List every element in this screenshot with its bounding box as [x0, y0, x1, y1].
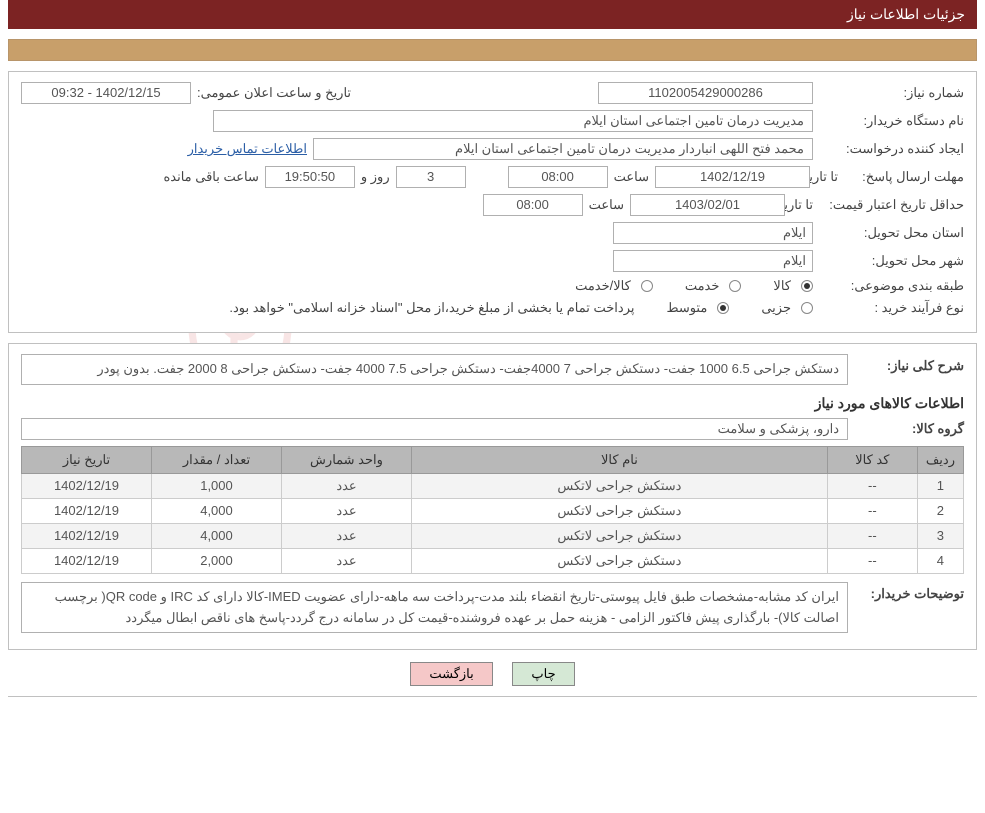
deadline-hour: 08:00	[508, 166, 608, 188]
cell-date: 1402/12/19	[22, 498, 152, 523]
info-panel: شماره نیاز: 1102005429000286 تاریخ و ساع…	[8, 71, 977, 333]
contact-link[interactable]: اطلاعات تماس خریدار	[188, 141, 307, 157]
radio-medium[interactable]	[717, 302, 729, 314]
requester-value: محمد فتح اللهی انباردار مدیریت درمان تام…	[313, 138, 813, 160]
cell-code: --	[827, 498, 917, 523]
radio-both[interactable]	[641, 280, 653, 292]
cell-qty: 4,000	[152, 498, 282, 523]
cell-unit: عدد	[282, 523, 412, 548]
until-date-label-1: تا تاریخ:	[816, 169, 838, 185]
category-label: طبقه بندی موضوعی:	[819, 278, 964, 294]
radio-small[interactable]	[801, 302, 813, 314]
city-value: ایلام	[613, 250, 813, 272]
tan-divider	[8, 39, 977, 61]
cat-service: خدمت	[685, 278, 720, 294]
col-date: تاریخ نیاز	[22, 446, 152, 473]
col-code: کد کالا	[827, 446, 917, 473]
cell-qty: 1,000	[152, 473, 282, 498]
time-left-suffix: ساعت باقی مانده	[163, 169, 258, 185]
hour-label-1: ساعت	[614, 169, 649, 185]
announce-label: تاریخ و ساعت اعلان عمومی:	[197, 85, 351, 101]
print-button[interactable]: چاپ	[512, 662, 574, 686]
cell-name: دستکش جراحی لاتکس	[412, 473, 828, 498]
day-unit: روز و	[361, 169, 390, 185]
cell-name: دستکش جراحی لاتکس	[412, 548, 828, 573]
pt-medium: متوسط	[666, 300, 707, 316]
announce-value: 1402/12/15 - 09:32	[21, 82, 191, 104]
city-label: شهر محل تحویل:	[819, 253, 964, 269]
col-unit: واحد شمارش	[282, 446, 412, 473]
col-qty: تعداد / مقدار	[152, 446, 282, 473]
col-row: ردیف	[917, 446, 963, 473]
table-row: 1--دستکش جراحی لاتکسعدد1,0001402/12/19	[22, 473, 964, 498]
cell-qty: 2,000	[152, 548, 282, 573]
detail-panel: شرح کلی نیاز: دستکش جراحی 6.5 1000 جفت- …	[8, 343, 977, 650]
col-name: نام کالا	[412, 446, 828, 473]
items-section-title: اطلاعات کالاهای مورد نیاز	[21, 395, 964, 412]
cell-n: 2	[917, 498, 963, 523]
until-date-label-2: تا تاریخ:	[791, 197, 813, 213]
group-label: گروه کالا:	[854, 421, 964, 437]
table-row: 3--دستکش جراحی لاتکسعدد4,0001402/12/19	[22, 523, 964, 548]
time-left: 19:50:50	[265, 166, 355, 188]
page-title-bar: جزئیات اطلاعات نیاز	[8, 0, 977, 29]
overview-text: دستکش جراحی 6.5 1000 جفت- دستکش جراحی 7 …	[21, 354, 848, 385]
hour-label-2: ساعت	[589, 197, 624, 213]
purchase-type-label: نوع فرآیند خرید :	[819, 300, 964, 316]
min-validity-label: حداقل تاریخ اعتبار قیمت:	[819, 197, 964, 213]
province-label: استان محل تحویل:	[819, 225, 964, 241]
pt-small: جزیی	[761, 300, 791, 316]
cell-name: دستکش جراحی لاتکس	[412, 498, 828, 523]
items-table: ردیف کد کالا نام کالا واحد شمارش تعداد /…	[21, 446, 964, 574]
cell-date: 1402/12/19	[22, 548, 152, 573]
cat-goods: کالا	[773, 278, 791, 294]
pt-note: پرداخت تمام یا بخشی از مبلغ خرید،از محل …	[229, 300, 634, 316]
cell-date: 1402/12/19	[22, 473, 152, 498]
deadline-date: 1402/12/19	[655, 166, 810, 188]
deadline-label: مهلت ارسال پاسخ:	[844, 169, 964, 185]
footer-divider	[8, 696, 977, 697]
cell-code: --	[827, 548, 917, 573]
min-validity-hour: 08:00	[483, 194, 583, 216]
table-row: 4--دستکش جراحی لاتکسعدد2,0001402/12/19	[22, 548, 964, 573]
radio-goods[interactable]	[801, 280, 813, 292]
cell-unit: عدد	[282, 548, 412, 573]
back-button[interactable]: بازگشت	[410, 662, 492, 686]
cell-n: 3	[917, 523, 963, 548]
buyer-note-text: ایران کد مشابه-مشخصات طبق فایل پیوستی-تا…	[21, 582, 848, 634]
cell-code: --	[827, 523, 917, 548]
need-number-label: شماره نیاز:	[819, 85, 964, 101]
cell-n: 1	[917, 473, 963, 498]
min-validity-date: 1403/02/01	[630, 194, 785, 216]
cell-date: 1402/12/19	[22, 523, 152, 548]
page-title: جزئیات اطلاعات نیاز	[847, 6, 965, 22]
days-left: 3	[396, 166, 466, 188]
buyer-value: مدیریت درمان تامین اجتماعی استان ایلام	[213, 110, 813, 132]
cell-qty: 4,000	[152, 523, 282, 548]
cell-unit: عدد	[282, 473, 412, 498]
overview-label: شرح کلی نیاز:	[854, 354, 964, 374]
cell-n: 4	[917, 548, 963, 573]
table-row: 2--دستکش جراحی لاتکسعدد4,0001402/12/19	[22, 498, 964, 523]
cell-name: دستکش جراحی لاتکس	[412, 523, 828, 548]
buyer-note-label: توضیحات خریدار:	[854, 582, 964, 602]
cell-code: --	[827, 473, 917, 498]
cell-unit: عدد	[282, 498, 412, 523]
buyer-label: نام دستگاه خریدار:	[819, 113, 964, 129]
requester-label: ایجاد کننده درخواست:	[819, 141, 964, 157]
need-number-value: 1102005429000286	[598, 82, 813, 104]
radio-service[interactable]	[729, 280, 741, 292]
group-value: دارو، پزشکی و سلامت	[21, 418, 848, 440]
cat-both: کالا/خدمت	[575, 278, 631, 294]
province-value: ایلام	[613, 222, 813, 244]
button-row: چاپ بازگشت	[8, 662, 977, 686]
